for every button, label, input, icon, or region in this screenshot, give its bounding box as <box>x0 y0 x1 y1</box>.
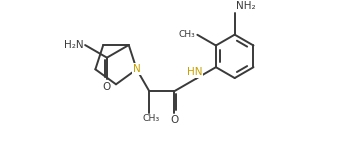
Text: CH₃: CH₃ <box>143 114 160 123</box>
Text: CH₃: CH₃ <box>179 30 196 39</box>
Text: O: O <box>103 82 111 92</box>
Text: NH₂: NH₂ <box>237 2 256 11</box>
Text: O: O <box>170 115 179 125</box>
Text: N: N <box>133 64 140 74</box>
Text: H₂N: H₂N <box>64 40 83 50</box>
Text: HN: HN <box>187 67 202 77</box>
